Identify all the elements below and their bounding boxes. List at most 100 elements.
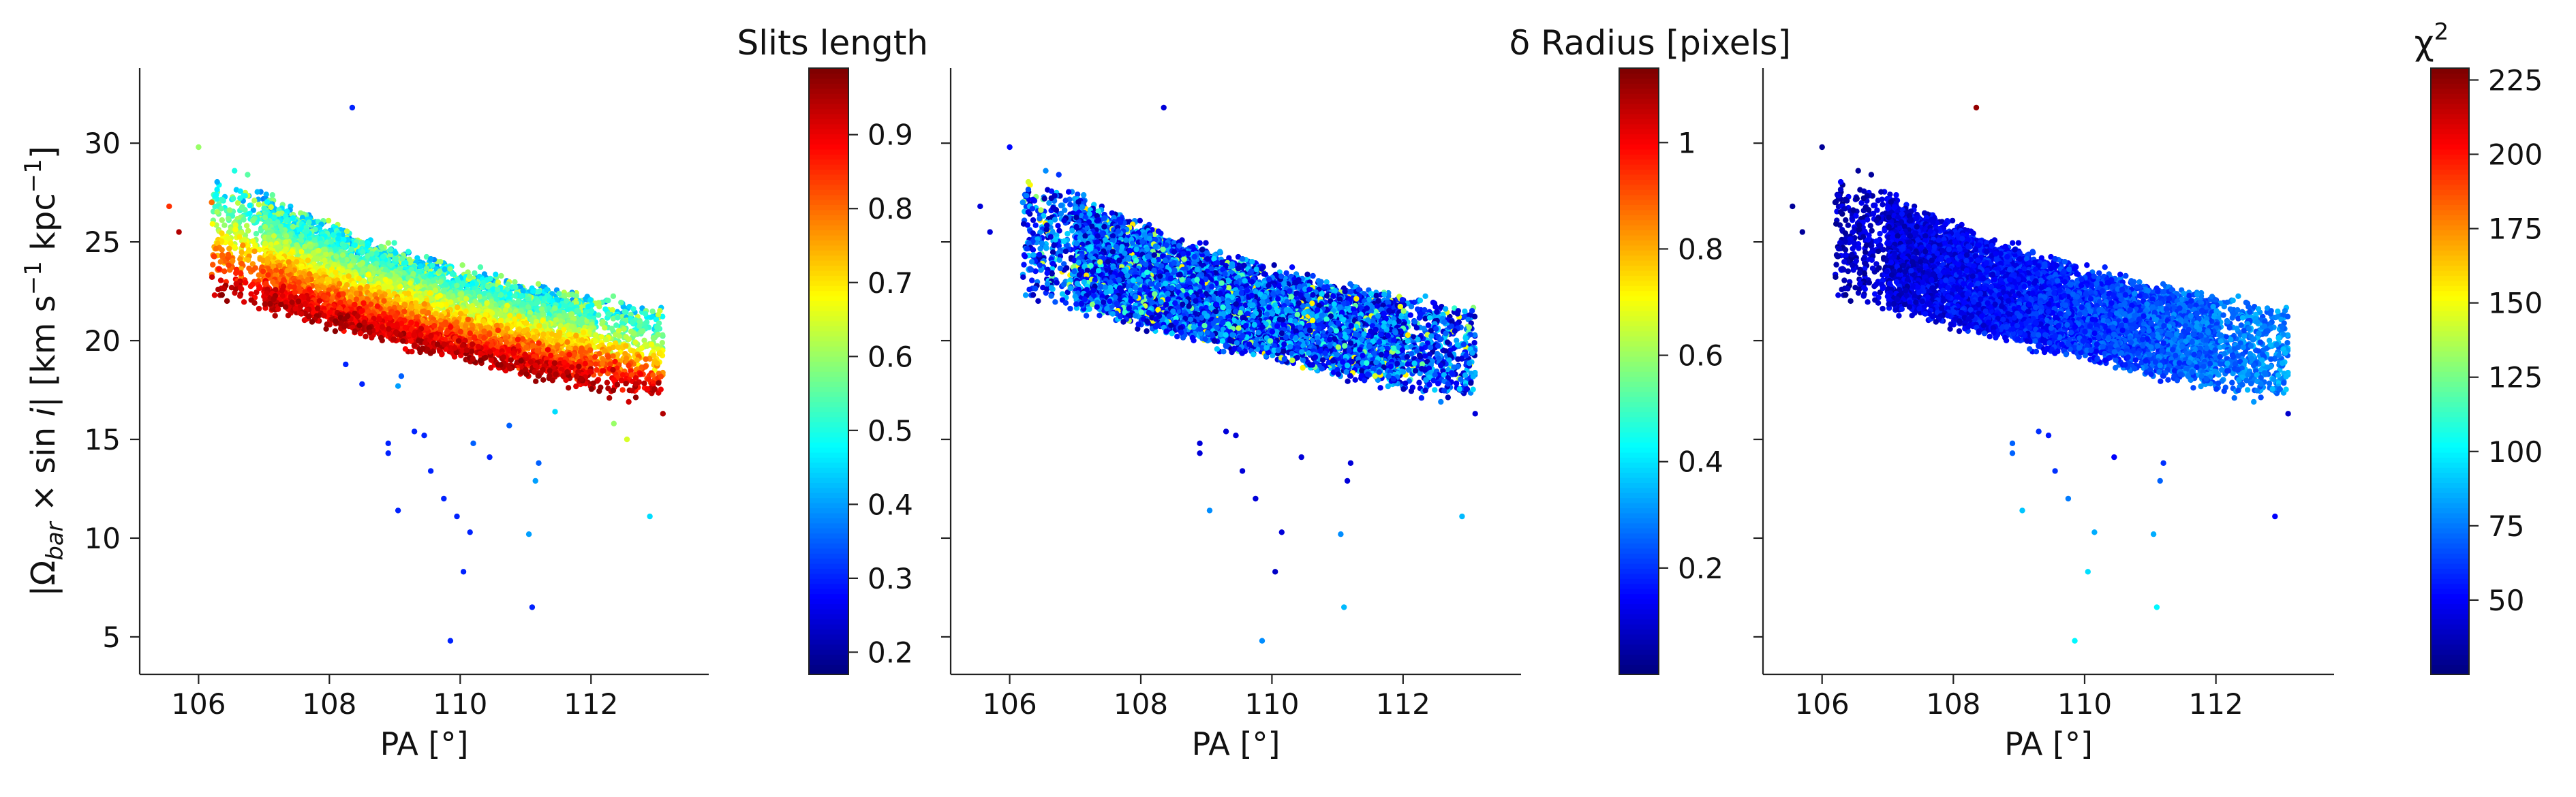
data-point	[251, 198, 257, 203]
data-point	[484, 300, 489, 306]
data-point	[632, 339, 638, 345]
data-point	[615, 345, 621, 350]
data-point	[305, 277, 310, 283]
data-point	[228, 240, 233, 246]
data-point	[593, 332, 598, 338]
data-point	[219, 247, 225, 253]
data-point	[311, 251, 316, 256]
data-point	[617, 333, 622, 339]
data-point	[472, 270, 477, 276]
data-point	[530, 289, 536, 294]
data-point	[335, 236, 341, 241]
data-point	[605, 298, 611, 303]
data-point	[540, 331, 546, 337]
data-point	[421, 309, 427, 314]
data-point	[493, 293, 498, 298]
data-point	[284, 268, 290, 273]
data-point	[210, 262, 215, 267]
data-point	[270, 192, 275, 198]
data-point	[360, 249, 365, 255]
data-point	[495, 287, 500, 292]
data-point	[306, 219, 311, 225]
data-point	[596, 351, 602, 356]
data-point	[609, 326, 615, 331]
data-point	[626, 337, 632, 342]
data-point	[640, 328, 645, 334]
data-point	[498, 273, 504, 279]
data-point	[239, 261, 245, 266]
data-point	[564, 339, 570, 345]
data-point	[564, 298, 569, 304]
data-point	[239, 249, 245, 255]
data-point	[569, 324, 574, 329]
data-point	[393, 256, 399, 262]
data-point	[369, 251, 374, 256]
data-point	[402, 302, 408, 307]
data-point	[605, 354, 611, 360]
data-point	[284, 217, 290, 223]
data-point	[319, 277, 324, 283]
data-point	[587, 347, 593, 353]
data-point	[525, 332, 531, 338]
data-point	[489, 311, 495, 316]
data-point	[250, 238, 256, 244]
data-point	[214, 187, 219, 192]
data-point	[251, 249, 257, 254]
data-point	[341, 243, 347, 249]
data-point	[401, 309, 407, 314]
data-point	[450, 294, 455, 299]
data-point	[240, 243, 245, 248]
data-point	[393, 250, 398, 255]
data-point	[519, 301, 525, 307]
data-point	[512, 316, 517, 322]
data-point	[643, 342, 648, 347]
data-point	[649, 309, 655, 314]
data-point	[370, 256, 375, 262]
data-point	[264, 199, 270, 204]
data-point	[247, 202, 252, 208]
data-point	[232, 227, 238, 232]
data-point	[459, 291, 464, 296]
data-point	[383, 267, 388, 272]
data-point	[358, 285, 363, 291]
data-point	[298, 249, 304, 254]
scatter-points	[166, 105, 666, 644]
data-point	[504, 339, 509, 345]
data-point	[596, 312, 601, 317]
data-point	[410, 271, 416, 277]
data-point	[405, 291, 411, 296]
data-point	[354, 296, 359, 302]
data-point	[504, 326, 510, 331]
data-point	[262, 215, 268, 220]
data-point	[554, 344, 559, 349]
data-point	[610, 354, 615, 359]
data-point	[442, 266, 447, 272]
data-point	[536, 323, 542, 328]
data-point	[587, 297, 593, 302]
data-point	[245, 257, 251, 263]
data-point	[495, 328, 501, 333]
data-point	[631, 330, 637, 336]
data-point	[482, 312, 488, 317]
data-point	[322, 257, 327, 263]
data-point	[226, 216, 231, 221]
data-point	[433, 287, 438, 293]
data-point	[365, 284, 370, 290]
data-point	[602, 325, 607, 330]
data-point	[463, 309, 468, 314]
data-point	[512, 279, 517, 285]
data-point	[455, 304, 460, 310]
data-point	[340, 268, 346, 273]
data-point	[290, 215, 296, 221]
data-point	[562, 303, 568, 309]
data-point	[530, 343, 536, 349]
data-point	[611, 294, 616, 299]
data-point	[467, 274, 472, 279]
data-point	[307, 271, 312, 277]
data-point	[552, 305, 557, 311]
data-point	[381, 298, 386, 304]
data-point	[219, 217, 225, 223]
data-point	[589, 308, 594, 313]
data-point	[602, 307, 608, 312]
data-point	[438, 293, 443, 298]
